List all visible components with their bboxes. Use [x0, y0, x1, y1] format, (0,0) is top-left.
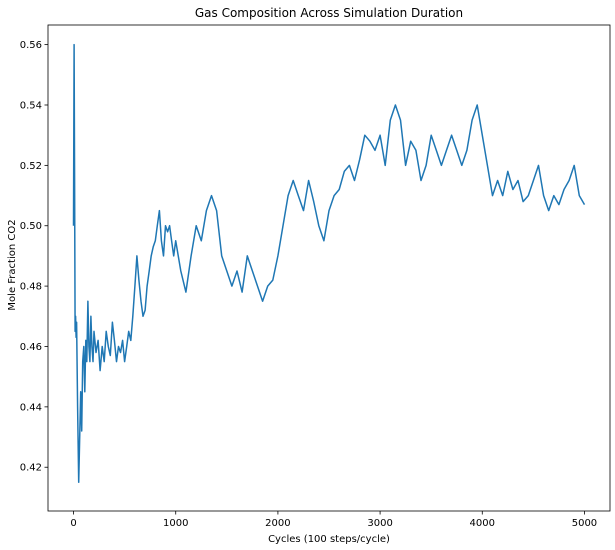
y-tick-label: 0.48: [20, 282, 42, 293]
x-tick-label: 3000: [367, 518, 392, 529]
x-tick-label: 0: [70, 518, 76, 529]
y-tick-label: 0.42: [20, 463, 42, 474]
x-tick-label: 4000: [470, 518, 495, 529]
x-axis-label: Cycles (100 steps/cycle): [268, 534, 390, 545]
y-tick-label: 0.54: [20, 100, 42, 111]
series-layer: [72, 43, 586, 484]
y-tick-label: 0.50: [20, 221, 42, 232]
axes-layer: 0 1000 2000 3000 4000 5000 0.42 0.44 0.46 0.48 0.5…: [20, 24, 611, 529]
x-tick-label: 2000: [265, 518, 290, 529]
y-axis-label: Mole Fraction CO2: [7, 219, 18, 310]
x-tick-label: 1000: [163, 518, 188, 529]
plot-frame: [47, 24, 611, 512]
chart-title: Gas Composition Across Simulation Durati…: [195, 6, 463, 20]
y-tick-label: 0.46: [20, 342, 42, 353]
y-tick-label: 0.56: [20, 40, 42, 51]
series-line-0: [72, 43, 586, 484]
y-tick-label: 0.52: [20, 161, 42, 172]
y-tick-label: 0.44: [20, 402, 42, 413]
x-tick-label: 5000: [572, 518, 597, 529]
